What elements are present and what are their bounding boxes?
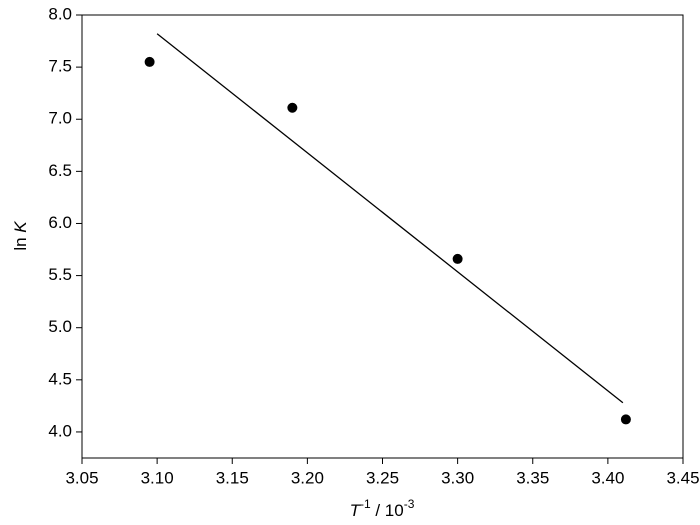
data-point [144, 56, 155, 67]
x-tick-label: 3.15 [216, 468, 249, 487]
y-tick-label: 6.5 [48, 161, 72, 180]
y-tick-label: 4.5 [48, 369, 72, 388]
y-tick-label: 7.0 [48, 109, 72, 128]
x-tick-label: 3.45 [666, 468, 699, 487]
y-axis-label: ln K [11, 221, 30, 251]
x-tick-label: 3.25 [366, 468, 399, 487]
y-label-prefix: ln [11, 233, 30, 251]
x-label-mid: / 10 [371, 501, 404, 520]
x-tick-label: 3.05 [65, 468, 98, 487]
x-tick-label: 3.30 [441, 468, 474, 487]
plot-frame [81, 14, 684, 459]
data-point [287, 102, 298, 113]
x-tick-label: 3.40 [591, 468, 624, 487]
y-tick-label: 6.0 [48, 213, 72, 232]
fit-line [156, 33, 624, 404]
x-label-sup: -1 [360, 497, 371, 511]
y-tick-label: 5.5 [48, 265, 72, 284]
y-tick-label: 5.0 [48, 317, 72, 336]
x-tick-label: 3.10 [141, 468, 174, 487]
x-tick-label: 3.35 [516, 468, 549, 487]
y-label-var: K [11, 221, 30, 233]
x-label-sup: -3 [404, 497, 415, 511]
x-axis-label: T-1 / 10-3 [350, 497, 415, 520]
x-label-var: T [350, 501, 362, 520]
data-point [620, 414, 631, 425]
y-tick-label: 7.5 [48, 57, 72, 76]
data-point [452, 253, 463, 264]
x-tick-label: 3.20 [291, 468, 324, 487]
y-tick-label: 4.0 [48, 421, 72, 440]
y-tick-label: 8.0 [48, 4, 72, 23]
